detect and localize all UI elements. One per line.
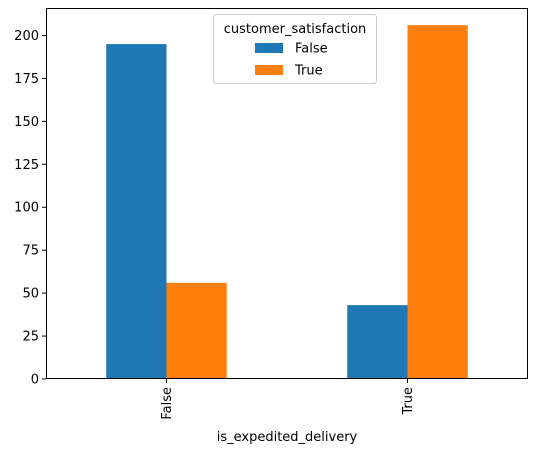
- plot-frame: [46, 8, 528, 379]
- y-tick-label: 100: [14, 201, 39, 216]
- legend-title: customer_satisfaction: [224, 22, 367, 37]
- y-tick-label: 25: [22, 330, 39, 345]
- x-axis-title: is_expedited_delivery: [217, 430, 358, 445]
- y-tick-label: 50: [22, 287, 39, 302]
- legend-swatch-true: [255, 65, 283, 75]
- y-tick-label: 150: [14, 115, 39, 130]
- x-tick-label: False: [160, 387, 175, 420]
- y-axis: 0 25 50 75 100 125 150 175 200: [14, 29, 46, 388]
- x-axis: False True: [160, 379, 416, 420]
- y-tick-label: 75: [22, 244, 39, 259]
- y-tick-label: 175: [14, 72, 39, 87]
- legend-label-false: False: [295, 42, 328, 57]
- legend-box: [213, 14, 377, 84]
- x-tick-label: True: [401, 387, 416, 416]
- y-tick-label: 200: [14, 29, 39, 44]
- legend-swatch-false: [255, 43, 283, 53]
- legend: customer_satisfaction False True: [213, 14, 377, 84]
- bar-true-true: [407, 25, 468, 379]
- y-tick-label: 0: [31, 373, 39, 388]
- bar-true-false: [166, 282, 227, 379]
- legend-items: False True: [255, 42, 328, 79]
- bar-false-true: [347, 305, 408, 379]
- y-tick-label: 125: [14, 158, 39, 173]
- bar-false-false: [106, 44, 167, 379]
- bars-layer: [106, 25, 468, 379]
- legend-label-true: True: [294, 64, 323, 79]
